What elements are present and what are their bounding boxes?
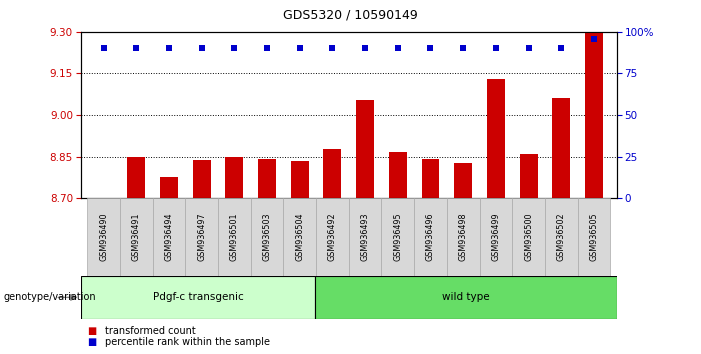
Point xyxy=(425,46,436,51)
Point xyxy=(261,46,273,51)
Bar xyxy=(421,159,440,198)
Bar xyxy=(160,177,178,198)
Text: GSM936494: GSM936494 xyxy=(165,212,173,261)
Bar xyxy=(389,152,407,198)
Bar xyxy=(454,163,472,198)
Text: GSM936503: GSM936503 xyxy=(262,212,271,261)
Text: GSM936491: GSM936491 xyxy=(132,212,141,261)
Text: wild type: wild type xyxy=(442,292,490,302)
Text: GSM936504: GSM936504 xyxy=(295,212,304,261)
FancyBboxPatch shape xyxy=(447,198,479,276)
Point xyxy=(130,46,142,51)
Point xyxy=(588,36,599,41)
Bar xyxy=(127,157,145,198)
Bar xyxy=(258,159,276,198)
Text: GSM936497: GSM936497 xyxy=(197,212,206,261)
Point xyxy=(196,46,207,51)
Text: genotype/variation: genotype/variation xyxy=(4,292,96,302)
FancyBboxPatch shape xyxy=(479,198,512,276)
Text: GSM936505: GSM936505 xyxy=(590,212,599,261)
Point xyxy=(458,46,469,51)
FancyBboxPatch shape xyxy=(251,198,283,276)
Bar xyxy=(356,100,374,198)
Point xyxy=(327,46,338,51)
Point xyxy=(556,46,567,51)
Text: GSM936500: GSM936500 xyxy=(524,212,533,261)
Text: GSM936501: GSM936501 xyxy=(230,212,239,261)
Bar xyxy=(225,158,243,198)
Point xyxy=(294,46,306,51)
Bar xyxy=(193,160,210,198)
Bar xyxy=(552,98,571,198)
FancyBboxPatch shape xyxy=(349,198,381,276)
Text: GDS5320 / 10590149: GDS5320 / 10590149 xyxy=(283,9,418,22)
Text: GSM936493: GSM936493 xyxy=(360,212,369,261)
Text: ■: ■ xyxy=(88,326,97,336)
Text: GSM936496: GSM936496 xyxy=(426,212,435,261)
Point xyxy=(98,46,109,51)
Text: transformed count: transformed count xyxy=(105,326,196,336)
FancyBboxPatch shape xyxy=(512,198,545,276)
Point xyxy=(523,46,534,51)
Text: Pdgf-c transgenic: Pdgf-c transgenic xyxy=(153,292,243,302)
FancyBboxPatch shape xyxy=(81,276,315,319)
FancyBboxPatch shape xyxy=(316,198,349,276)
Point xyxy=(163,46,175,51)
Text: GSM936498: GSM936498 xyxy=(458,212,468,261)
FancyBboxPatch shape xyxy=(218,198,251,276)
Text: GSM936495: GSM936495 xyxy=(393,212,402,261)
FancyBboxPatch shape xyxy=(578,198,611,276)
Text: percentile rank within the sample: percentile rank within the sample xyxy=(105,337,270,347)
FancyBboxPatch shape xyxy=(381,198,414,276)
Bar xyxy=(291,161,308,198)
FancyBboxPatch shape xyxy=(315,276,617,319)
Point xyxy=(229,46,240,51)
Text: GSM936499: GSM936499 xyxy=(491,212,501,261)
Text: GSM936490: GSM936490 xyxy=(99,212,108,261)
Text: ■: ■ xyxy=(88,337,97,347)
FancyBboxPatch shape xyxy=(185,198,218,276)
Bar xyxy=(323,149,341,198)
FancyBboxPatch shape xyxy=(120,198,153,276)
FancyBboxPatch shape xyxy=(153,198,185,276)
Point xyxy=(360,46,371,51)
Bar xyxy=(487,79,505,198)
Point xyxy=(490,46,501,51)
Text: GSM936492: GSM936492 xyxy=(328,212,337,261)
FancyBboxPatch shape xyxy=(414,198,447,276)
Bar xyxy=(585,33,603,198)
Text: GSM936502: GSM936502 xyxy=(557,212,566,261)
Bar xyxy=(519,154,538,198)
FancyBboxPatch shape xyxy=(87,198,120,276)
Point xyxy=(392,46,403,51)
FancyBboxPatch shape xyxy=(545,198,578,276)
FancyBboxPatch shape xyxy=(283,198,316,276)
